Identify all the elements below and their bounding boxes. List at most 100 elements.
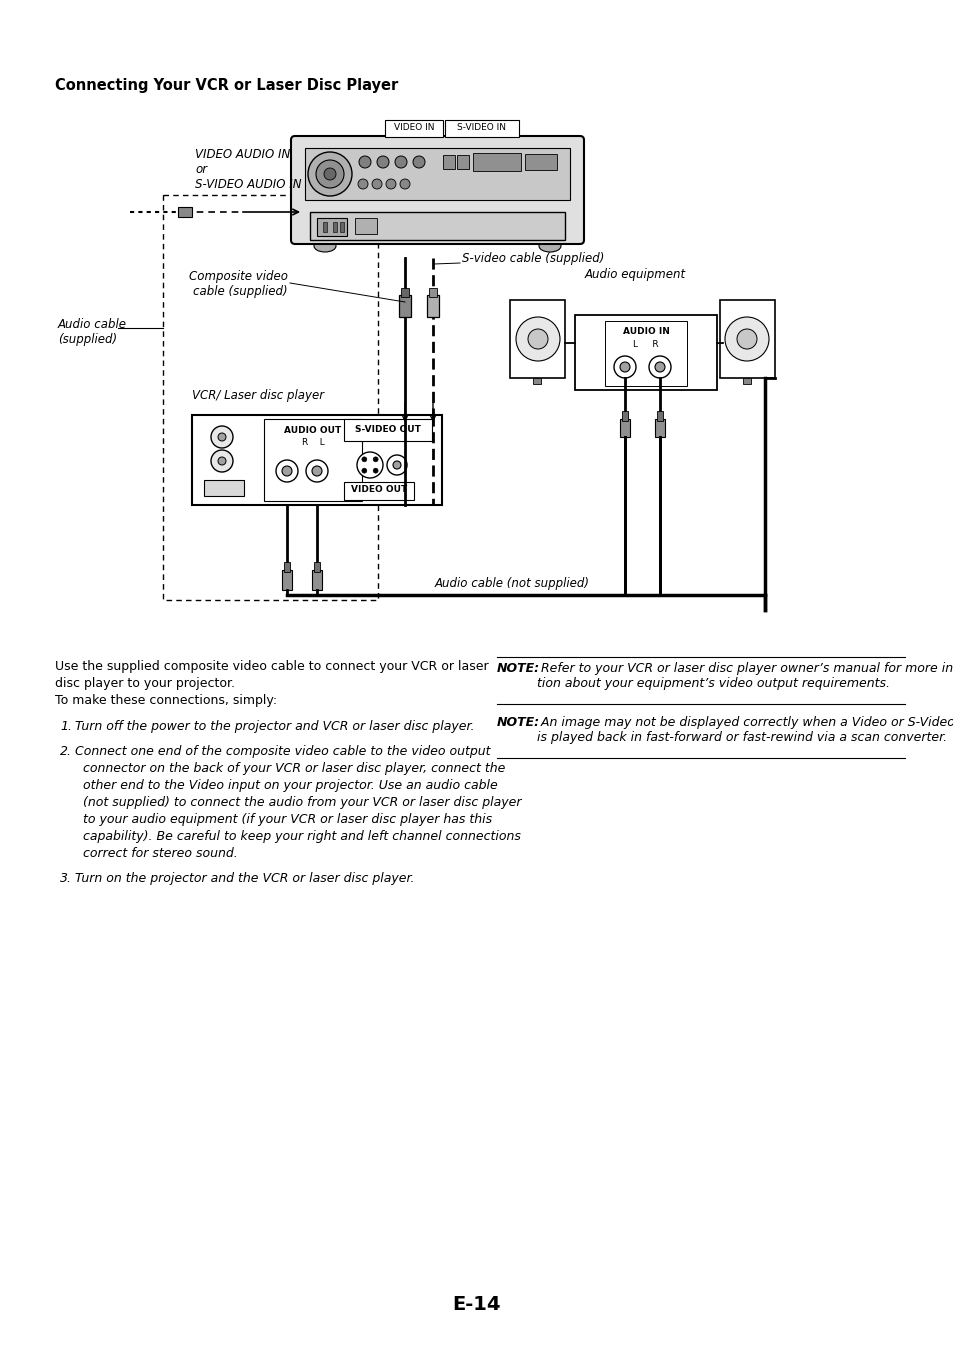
Text: Composite video
cable (supplied): Composite video cable (supplied) xyxy=(189,270,288,298)
Circle shape xyxy=(315,160,344,187)
Circle shape xyxy=(376,156,389,168)
Bar xyxy=(456,155,469,168)
Circle shape xyxy=(393,461,400,469)
Ellipse shape xyxy=(314,240,335,252)
Circle shape xyxy=(413,156,424,168)
Bar xyxy=(427,295,438,317)
Bar xyxy=(316,218,347,236)
Bar xyxy=(333,222,336,232)
Bar xyxy=(398,295,411,317)
Bar xyxy=(305,148,569,200)
Bar xyxy=(339,222,344,232)
Circle shape xyxy=(275,460,297,483)
Text: Refer to your VCR or laser disc player owner’s manual for more informa-
tion abo: Refer to your VCR or laser disc player o… xyxy=(537,662,953,690)
Bar xyxy=(323,222,327,232)
Bar xyxy=(742,377,750,384)
Bar xyxy=(385,120,442,137)
Text: L     R: L R xyxy=(633,340,659,349)
Text: connector on the back of your VCR or laser disc player, connect the: connector on the back of your VCR or las… xyxy=(83,762,505,775)
Circle shape xyxy=(655,363,664,372)
Bar xyxy=(720,301,774,377)
Text: Audio cable
(supplied): Audio cable (supplied) xyxy=(58,318,127,346)
Bar xyxy=(192,415,441,506)
Text: Audio cable (not supplied): Audio cable (not supplied) xyxy=(435,577,589,589)
Circle shape xyxy=(361,457,367,462)
Bar xyxy=(314,562,319,572)
Bar xyxy=(524,154,557,170)
Circle shape xyxy=(324,168,335,181)
Circle shape xyxy=(619,363,629,372)
Text: An image may not be displayed correctly when a Video or S-Video source
is played: An image may not be displayed correctly … xyxy=(537,716,953,744)
Circle shape xyxy=(737,329,757,349)
Circle shape xyxy=(308,152,352,195)
Text: NOTE:: NOTE: xyxy=(497,716,539,729)
Text: Use the supplied composite video cable to connect your VCR or laser: Use the supplied composite video cable t… xyxy=(55,661,488,673)
Text: AUDIO IN: AUDIO IN xyxy=(622,328,669,336)
Circle shape xyxy=(218,457,226,465)
Circle shape xyxy=(356,452,382,479)
Text: Connecting Your VCR or Laser Disc Player: Connecting Your VCR or Laser Disc Player xyxy=(55,78,397,93)
Bar xyxy=(344,483,414,500)
Text: E-14: E-14 xyxy=(453,1295,500,1314)
Text: 1.: 1. xyxy=(60,720,71,733)
Bar xyxy=(575,315,717,390)
Bar xyxy=(429,288,436,297)
Circle shape xyxy=(357,179,368,189)
Bar xyxy=(621,411,627,421)
Circle shape xyxy=(395,156,407,168)
Text: Turn on the projector and the VCR or laser disc player.: Turn on the projector and the VCR or las… xyxy=(75,872,414,886)
Text: capability). Be careful to keep your right and left channel connections: capability). Be careful to keep your rig… xyxy=(83,830,520,842)
Text: R    L: R L xyxy=(301,438,324,448)
Bar xyxy=(264,419,361,501)
Bar xyxy=(400,288,409,297)
Text: S-video cable (supplied): S-video cable (supplied) xyxy=(461,252,604,266)
Text: To make these connections, simply:: To make these connections, simply: xyxy=(55,694,276,706)
Circle shape xyxy=(527,329,547,349)
Circle shape xyxy=(312,466,322,476)
Circle shape xyxy=(648,356,670,377)
Text: VIDEO OUT: VIDEO OUT xyxy=(351,485,407,495)
Circle shape xyxy=(372,179,381,189)
Bar xyxy=(444,120,518,137)
Circle shape xyxy=(373,457,377,462)
Bar xyxy=(178,208,192,217)
Bar xyxy=(312,570,322,590)
Circle shape xyxy=(358,156,371,168)
Bar xyxy=(282,570,292,590)
Circle shape xyxy=(218,433,226,441)
Bar xyxy=(284,562,290,572)
Text: Connect one end of the composite video cable to the video output: Connect one end of the composite video c… xyxy=(75,745,490,758)
Circle shape xyxy=(516,317,559,361)
Bar xyxy=(473,154,520,171)
Text: 3.: 3. xyxy=(60,872,71,886)
Bar xyxy=(657,411,662,421)
Circle shape xyxy=(361,468,367,473)
Bar xyxy=(533,377,540,384)
Text: VIDEO AUDIO IN
or
S-VIDEO AUDIO IN: VIDEO AUDIO IN or S-VIDEO AUDIO IN xyxy=(194,148,301,191)
Text: (not supplied) to connect the audio from your VCR or laser disc player: (not supplied) to connect the audio from… xyxy=(83,797,521,809)
Text: AUDIO OUT: AUDIO OUT xyxy=(284,426,341,435)
Bar xyxy=(310,212,564,240)
Text: NOTE:: NOTE: xyxy=(497,662,539,675)
Circle shape xyxy=(387,456,407,474)
Bar xyxy=(344,419,432,441)
Text: correct for stereo sound.: correct for stereo sound. xyxy=(83,847,237,860)
Text: Turn off the power to the projector and VCR or laser disc player.: Turn off the power to the projector and … xyxy=(75,720,474,733)
Circle shape xyxy=(282,466,292,476)
Bar xyxy=(510,301,564,377)
Text: VIDEO IN: VIDEO IN xyxy=(394,124,434,132)
Text: S-VIDEO IN: S-VIDEO IN xyxy=(457,124,506,132)
Circle shape xyxy=(386,179,395,189)
Text: disc player to your projector.: disc player to your projector. xyxy=(55,677,234,690)
Bar xyxy=(619,419,629,437)
Circle shape xyxy=(614,356,636,377)
FancyBboxPatch shape xyxy=(291,136,583,244)
Bar xyxy=(163,195,377,600)
Bar xyxy=(655,419,664,437)
Circle shape xyxy=(306,460,328,483)
Text: VCR/ Laser disc player: VCR/ Laser disc player xyxy=(192,390,324,402)
Circle shape xyxy=(399,179,410,189)
Text: other end to the Video input on your projector. Use an audio cable: other end to the Video input on your pro… xyxy=(83,779,497,793)
Circle shape xyxy=(211,426,233,448)
Circle shape xyxy=(211,450,233,472)
